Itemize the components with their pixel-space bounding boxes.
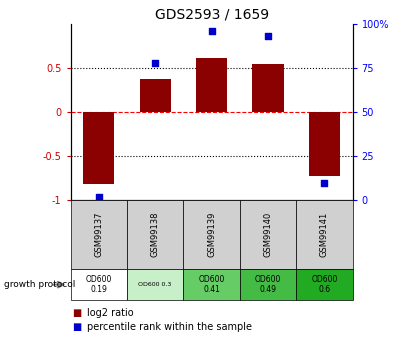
Text: GSM99137: GSM99137 <box>94 212 103 257</box>
Bar <box>183 200 240 269</box>
Point <box>265 34 271 39</box>
Text: OD600
0.19: OD600 0.19 <box>85 275 112 294</box>
Bar <box>83 112 114 184</box>
Text: OD600
0.6: OD600 0.6 <box>311 275 338 294</box>
Text: GSM99139: GSM99139 <box>207 212 216 257</box>
Bar <box>139 79 171 112</box>
Bar <box>196 58 227 112</box>
Bar <box>296 269 353 300</box>
Bar <box>127 269 183 300</box>
Text: log2 ratio: log2 ratio <box>87 308 133 318</box>
Bar <box>240 200 296 269</box>
Bar <box>71 200 127 269</box>
Text: OD600
0.49: OD600 0.49 <box>255 275 281 294</box>
Point <box>152 60 158 66</box>
Bar <box>309 112 340 176</box>
Point <box>96 194 102 199</box>
Text: OD600
0.41: OD600 0.41 <box>198 275 225 294</box>
Text: ■: ■ <box>73 322 82 332</box>
Text: percentile rank within the sample: percentile rank within the sample <box>87 322 251 332</box>
Bar <box>252 64 284 112</box>
Text: GSM99141: GSM99141 <box>320 212 329 257</box>
Bar <box>71 269 127 300</box>
Text: GSM99138: GSM99138 <box>151 212 160 257</box>
Bar <box>127 200 183 269</box>
Title: GDS2593 / 1659: GDS2593 / 1659 <box>154 8 269 22</box>
Text: ■: ■ <box>73 308 82 318</box>
Point <box>321 180 328 185</box>
Point <box>208 28 215 34</box>
Text: GSM99140: GSM99140 <box>264 212 272 257</box>
Bar <box>240 269 296 300</box>
Text: OD600 0.3: OD600 0.3 <box>139 282 172 287</box>
Bar <box>183 269 240 300</box>
Bar <box>296 200 353 269</box>
Text: growth protocol: growth protocol <box>4 280 75 289</box>
